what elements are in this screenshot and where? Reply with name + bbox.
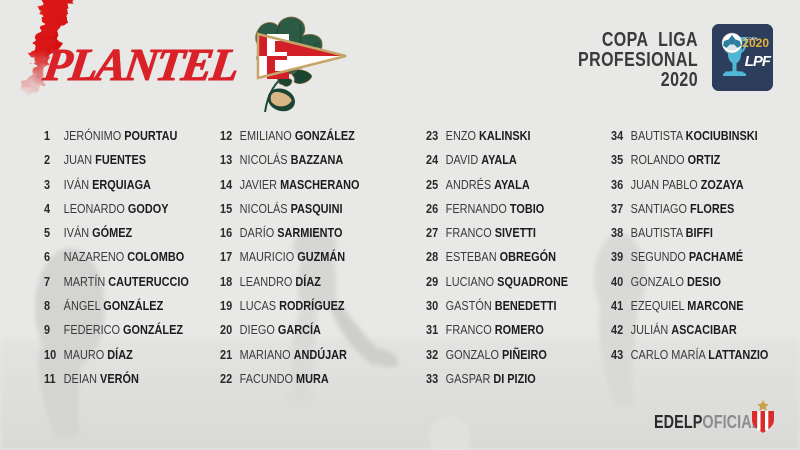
svg-text:COPA: COPA xyxy=(745,36,758,41)
svg-text:LPF: LPF xyxy=(745,53,772,70)
